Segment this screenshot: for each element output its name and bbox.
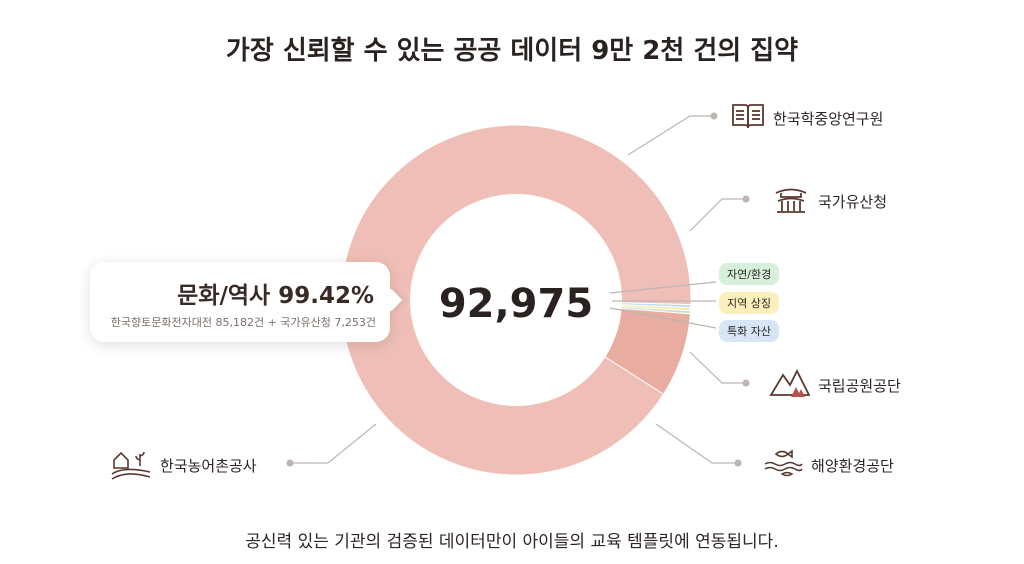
donut-hole xyxy=(410,194,622,406)
footer-caption: 공신력 있는 기관의 검증된 데이터만이 아이들의 교육 템플릿에 연동됩니다. xyxy=(245,532,779,552)
mountain-icon xyxy=(769,368,811,397)
book-icon xyxy=(732,104,764,129)
category-special-asset: 특화 자산 xyxy=(719,320,779,342)
page-title: 가장 신뢰할 수 있는 공공 데이터 9만 2천 건의 집약 xyxy=(225,36,799,66)
source-label-aks: 한국학중앙연구원 xyxy=(773,110,884,128)
farm-icon xyxy=(111,451,151,480)
callout-card: 문화/역사 99.42% 한국향토문화전자대전 85,182건 + 국가유산청 … xyxy=(90,262,390,342)
leader-dots xyxy=(286,112,750,467)
callout-detail: 한국향토문화전자대전 85,182건 + 국가유산청 7,253건 xyxy=(110,316,376,329)
fish-waves-icon xyxy=(764,449,803,477)
source-label-park: 국립공원공단 xyxy=(818,377,901,395)
category-region-symbol: 지역 상징 xyxy=(719,292,779,314)
category-nature: 자연/환경 xyxy=(719,263,780,285)
center-total: 92,975 xyxy=(439,281,593,327)
palace-icon xyxy=(775,188,807,213)
source-label-marine: 해양환경공단 xyxy=(811,457,894,475)
callout-headline: 문화/역사 99.42% xyxy=(177,283,374,309)
source-label-farm: 한국농어촌공사 xyxy=(160,457,257,475)
source-label-heritage: 국가유산청 xyxy=(818,193,888,211)
leader-lines xyxy=(290,115,746,464)
